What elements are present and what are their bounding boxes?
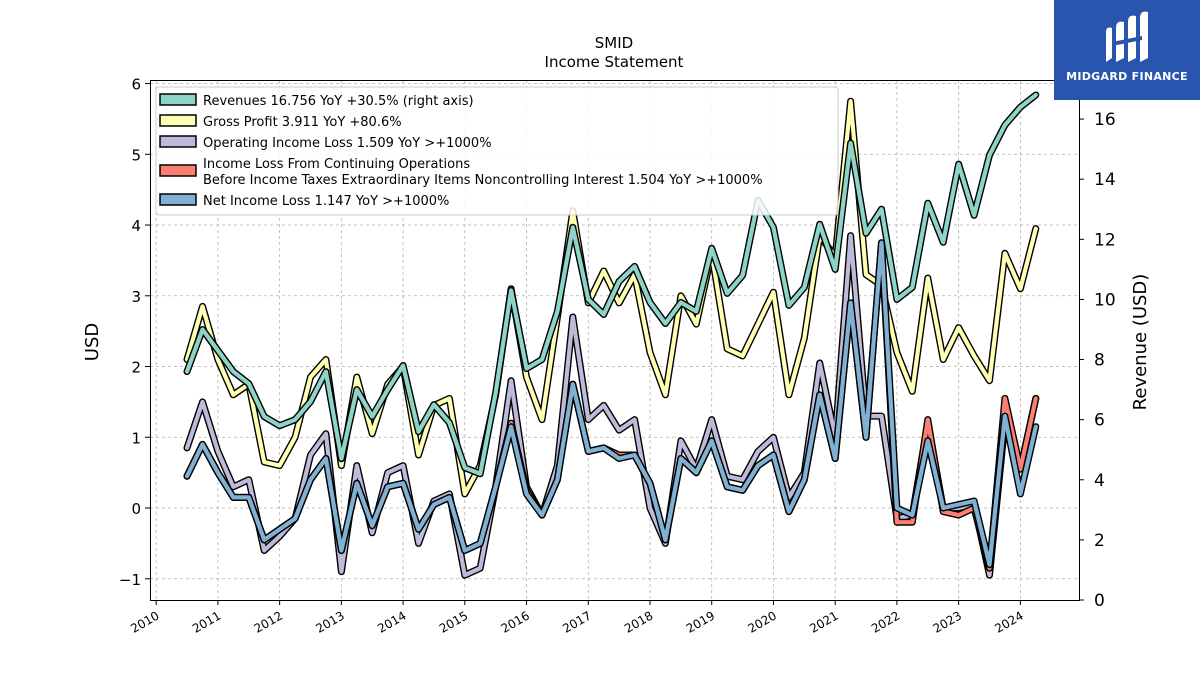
x-tick-label: 2014 [375, 608, 408, 635]
x-tick-label: 2019 [684, 608, 717, 635]
y-tick-label: 2 [131, 359, 141, 377]
y-tick-label: 3 [131, 288, 141, 306]
y2-tick-label: 14 [1094, 170, 1116, 190]
legend-label: Net Income Loss 1.147 YoY >+1000% [203, 194, 449, 209]
legend-swatch [159, 135, 197, 148]
y-tick-label: −1 [119, 571, 141, 589]
chart-subtitle: Income Statement [545, 53, 684, 71]
x-tick-label: 2016 [499, 608, 532, 635]
legend-label: Gross Profit 3.911 YoY +80.6% [203, 115, 402, 130]
series-lines [183, 91, 1040, 579]
y2-tick-label: 16 [1094, 110, 1116, 130]
logo-text: MIDGARD FINANCE [1066, 70, 1188, 83]
legend-swatch [159, 114, 197, 127]
x-tick-label: 2018 [622, 608, 655, 635]
x-tick-label: 2011 [190, 608, 223, 635]
plot-frame [150, 80, 1080, 601]
legend-label: Before Income Taxes Extraordinary Items … [203, 173, 763, 188]
x-tick-label: 2021 [807, 608, 840, 635]
y-axis-label: USD [82, 323, 103, 361]
y2-tick-label: 0 [1094, 591, 1105, 611]
series-1 [183, 91, 1040, 478]
x-tick-label: 2015 [437, 608, 470, 635]
y-tick-label: 5 [131, 146, 141, 164]
legend-box [155, 86, 839, 216]
chart-legend: Revenues 16.756 YoY +30.5% (right axis) G… [155, 86, 839, 216]
legend-label: Operating Income Loss 1.509 YoY >+1000% [203, 136, 492, 151]
y-tick-label: 4 [131, 217, 141, 235]
x-tick-label: 2010 [128, 608, 161, 635]
logo-mark-icon [1106, 11, 1148, 63]
y-tick-label: 0 [131, 500, 141, 518]
series-line [184, 240, 1038, 567]
y2-tick-label: 8 [1094, 351, 1105, 371]
legend-label: Revenues 16.756 YoY +30.5% (right axis) [203, 94, 474, 109]
y2-tick-label: 4 [1094, 471, 1105, 491]
y2-tick-label: 2 [1094, 531, 1105, 551]
legend-swatch [159, 193, 197, 206]
y2-tick-label: 12 [1094, 230, 1116, 250]
x-tick-label: 2017 [560, 608, 593, 635]
x-tick-label: 2024 [992, 608, 1025, 635]
y-tick-label: 1 [131, 429, 141, 447]
y2-tick-label: 10 [1094, 290, 1116, 310]
chart-title: SMID [595, 34, 633, 52]
legend-swatch [159, 93, 197, 106]
series-5 [183, 239, 1040, 569]
legend-swatch [159, 164, 197, 177]
x-tick-label: 2013 [313, 608, 346, 635]
x-tick-label: 2020 [745, 608, 778, 635]
y2-axis-label: Revenue (USD) [1130, 274, 1151, 411]
y2-tick-label: 6 [1094, 411, 1105, 431]
x-tick-label: 2012 [252, 608, 285, 635]
series-line [184, 92, 1038, 476]
midgard-finance-logo: MIDGARD FINANCE [1054, 0, 1200, 100]
x-tick-label: 2022 [869, 608, 902, 635]
x-tick-label: 2023 [931, 608, 964, 635]
legend-label: Income Loss From Continuing Operations [203, 157, 470, 172]
y-tick-label: 6 [131, 76, 141, 94]
